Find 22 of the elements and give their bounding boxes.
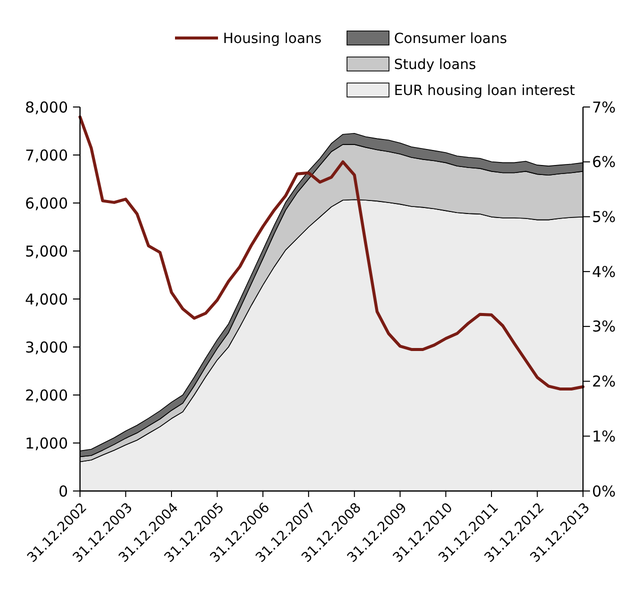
y2-tick-label: 4% (592, 262, 616, 281)
legend-label: Consumer loans (394, 30, 508, 47)
y2-tick-label: 5% (592, 208, 616, 226)
y2-tick-label: 1% (592, 427, 616, 446)
y2-tick-label: 0% (592, 482, 616, 500)
y-tick-label: 2,000 (25, 386, 68, 404)
y2-tick-label: 6% (592, 153, 616, 172)
y2-tick-label: 3% (592, 318, 616, 336)
y-tick-label: 0 (58, 482, 68, 500)
line-series (78, 115, 584, 390)
y-tick-label: 1,000 (25, 434, 68, 452)
legend-label: Housing loans (223, 30, 322, 47)
y2-tick-label: 7% (592, 98, 616, 116)
y-tick-label: 4,000 (25, 290, 68, 308)
y-tick-label: 8,000 (25, 98, 68, 116)
legend-label: EUR housing loan interest (394, 82, 576, 99)
legend-label: Study loans (394, 56, 476, 73)
y-tick-label: 3,000 (25, 338, 68, 356)
y-tick-label: 5,000 (25, 242, 68, 260)
y2-tick-label: 2% (592, 372, 616, 391)
y-tick-label: 7,000 (25, 146, 68, 164)
y-tick-label: 6,000 (25, 194, 68, 212)
